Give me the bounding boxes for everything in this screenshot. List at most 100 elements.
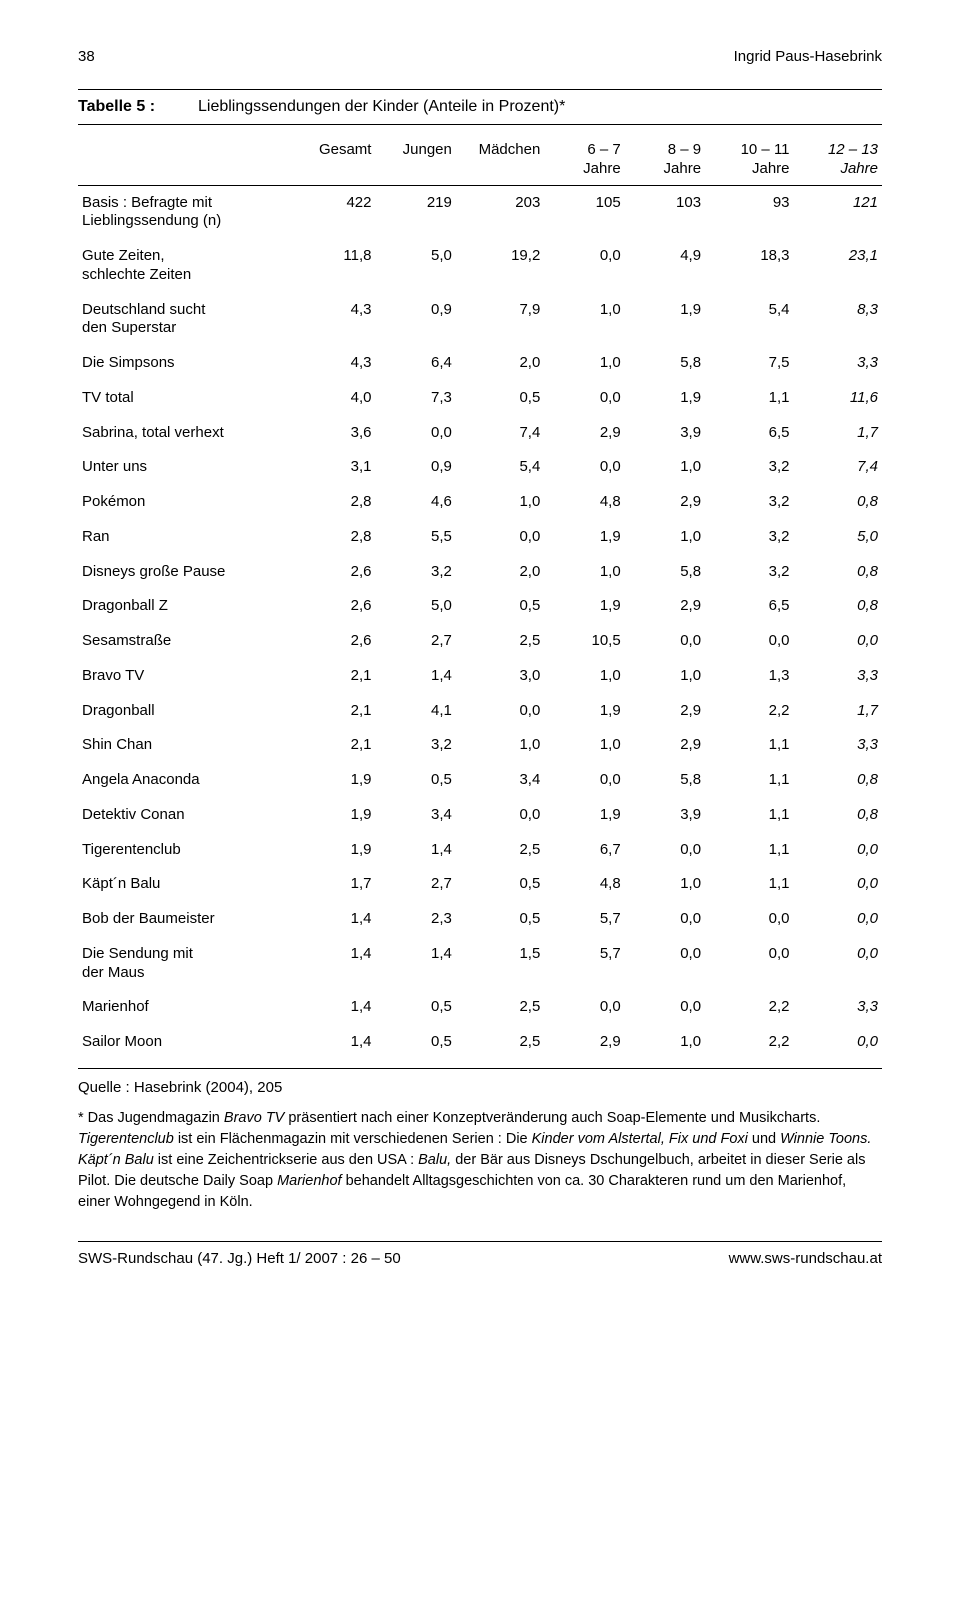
table-cell: 11,6 <box>794 381 882 416</box>
running-header: 38 Ingrid Paus-Hasebrink <box>78 48 882 65</box>
table-cell: 0,0 <box>544 763 624 798</box>
table-cell: 5,8 <box>625 555 705 590</box>
table-cell: 6,7 <box>544 833 624 868</box>
table-cell: 4,8 <box>544 867 624 902</box>
table-caption: Tabelle 5 : Lieblingssendungen der Kinde… <box>78 89 882 125</box>
row-label: Gute Zeiten,schlechte Zeiten <box>78 239 295 293</box>
table-cell: 1,1 <box>705 833 793 868</box>
table-cell: 0,0 <box>625 624 705 659</box>
table-cell: 0,9 <box>375 293 455 347</box>
row-label: Dragonball <box>78 694 295 729</box>
table-cell: 2,8 <box>295 520 375 555</box>
table-cell: 0,0 <box>794 1025 882 1060</box>
row-label: Dragonball Z <box>78 589 295 624</box>
table-cell: 0,0 <box>625 937 705 991</box>
table-cell: 4,3 <box>295 346 375 381</box>
table-row: Ran2,85,50,01,91,03,25,0 <box>78 520 882 555</box>
table-row: Marienhof1,40,52,50,00,02,23,3 <box>78 990 882 1025</box>
table-cell: 1,0 <box>544 346 624 381</box>
table-cell: 2,1 <box>295 728 375 763</box>
table-cell: 3,9 <box>625 416 705 451</box>
table-cell: 1,1 <box>705 867 793 902</box>
table-cell: 2,5 <box>456 833 544 868</box>
table-cell: 1,3 <box>705 659 793 694</box>
table-cell: 1,0 <box>456 728 544 763</box>
table-cell: 0,8 <box>794 589 882 624</box>
table-cell: 0,0 <box>705 937 793 991</box>
table-cell: 5,0 <box>794 520 882 555</box>
table-cell: 0,9 <box>375 450 455 485</box>
column-header: 6 – 7Jahre <box>544 135 624 185</box>
table-cell: 2,7 <box>375 624 455 659</box>
table-cell: 3,4 <box>456 763 544 798</box>
table-cell: 1,0 <box>625 659 705 694</box>
table-cell: 0,5 <box>456 589 544 624</box>
table-row: Tigerentenclub1,91,42,56,70,01,10,0 <box>78 833 882 868</box>
row-label: Basis : Befragte mitLieblingssendung (n) <box>78 185 295 239</box>
row-label: Shin Chan <box>78 728 295 763</box>
table-cell: 3,6 <box>295 416 375 451</box>
table-row: Dragonball Z2,65,00,51,92,96,50,8 <box>78 589 882 624</box>
table-cell: 18,3 <box>705 239 793 293</box>
table-cell: 3,9 <box>625 798 705 833</box>
table-cell: 0,0 <box>456 520 544 555</box>
table-cell: 2,2 <box>705 990 793 1025</box>
table-cell: 1,4 <box>375 659 455 694</box>
table-cell: 2,3 <box>375 902 455 937</box>
table-cell: 1,9 <box>544 589 624 624</box>
column-header: 10 – 11Jahre <box>705 135 793 185</box>
table-cell: 3,2 <box>705 485 793 520</box>
table-cell: 3,2 <box>375 728 455 763</box>
table-cell: 2,8 <box>295 485 375 520</box>
table-cell: 3,4 <box>375 798 455 833</box>
table-cell: 1,7 <box>794 694 882 729</box>
row-label: Die Simpsons <box>78 346 295 381</box>
table-cell: 1,5 <box>456 937 544 991</box>
table-cell: 1,4 <box>375 833 455 868</box>
table-cell: 3,2 <box>705 555 793 590</box>
row-label: Disneys große Pause <box>78 555 295 590</box>
row-label: Tigerentenclub <box>78 833 295 868</box>
source-line: Quelle : Hasebrink (2004), 205 <box>78 1068 882 1096</box>
table-cell: 1,9 <box>295 833 375 868</box>
table-row: TV total4,07,30,50,01,91,111,6 <box>78 381 882 416</box>
table-cell: 1,9 <box>544 520 624 555</box>
table-cell: 0,5 <box>375 1025 455 1060</box>
data-table: GesamtJungenMädchen6 – 7Jahre8 – 9Jahre1… <box>78 135 882 1060</box>
table-row: Sabrina, total verhext3,60,07,42,93,96,5… <box>78 416 882 451</box>
table-cell: 2,9 <box>544 1025 624 1060</box>
page-number: 38 <box>78 48 95 65</box>
table-cell: 7,4 <box>794 450 882 485</box>
table-row: Käpt´n Balu1,72,70,54,81,01,10,0 <box>78 867 882 902</box>
table-cell: 0,0 <box>794 833 882 868</box>
table-cell: 7,4 <box>456 416 544 451</box>
table-cell: 1,4 <box>295 990 375 1025</box>
table-cell: 1,0 <box>544 728 624 763</box>
table-cell: 3,3 <box>794 659 882 694</box>
column-header: Gesamt <box>295 135 375 185</box>
table-cell: 0,0 <box>705 624 793 659</box>
table-cell: 2,5 <box>456 624 544 659</box>
table-row: Sesamstraße2,62,72,510,50,00,00,0 <box>78 624 882 659</box>
table-cell: 3,2 <box>705 450 793 485</box>
table-cell: 0,5 <box>375 990 455 1025</box>
row-label: Deutschland suchtden Superstar <box>78 293 295 347</box>
table-cell: 6,5 <box>705 416 793 451</box>
table-cell: 1,9 <box>544 694 624 729</box>
table-cell: 1,1 <box>705 381 793 416</box>
table-cell: 2,1 <box>295 694 375 729</box>
table-cell: 1,0 <box>544 555 624 590</box>
table-row: Disneys große Pause2,63,22,01,05,83,20,8 <box>78 555 882 590</box>
table-cell: 8,3 <box>794 293 882 347</box>
table-cell: 3,0 <box>456 659 544 694</box>
table-cell: 1,9 <box>625 381 705 416</box>
table-cell: 121 <box>794 185 882 239</box>
table-cell: 3,1 <box>295 450 375 485</box>
table-cell: 23,1 <box>794 239 882 293</box>
table-cell: 2,0 <box>456 346 544 381</box>
table-cell: 422 <box>295 185 375 239</box>
table-cell: 105 <box>544 185 624 239</box>
table-cell: 6,4 <box>375 346 455 381</box>
table-cell: 5,7 <box>544 902 624 937</box>
table-cell: 0,0 <box>456 798 544 833</box>
